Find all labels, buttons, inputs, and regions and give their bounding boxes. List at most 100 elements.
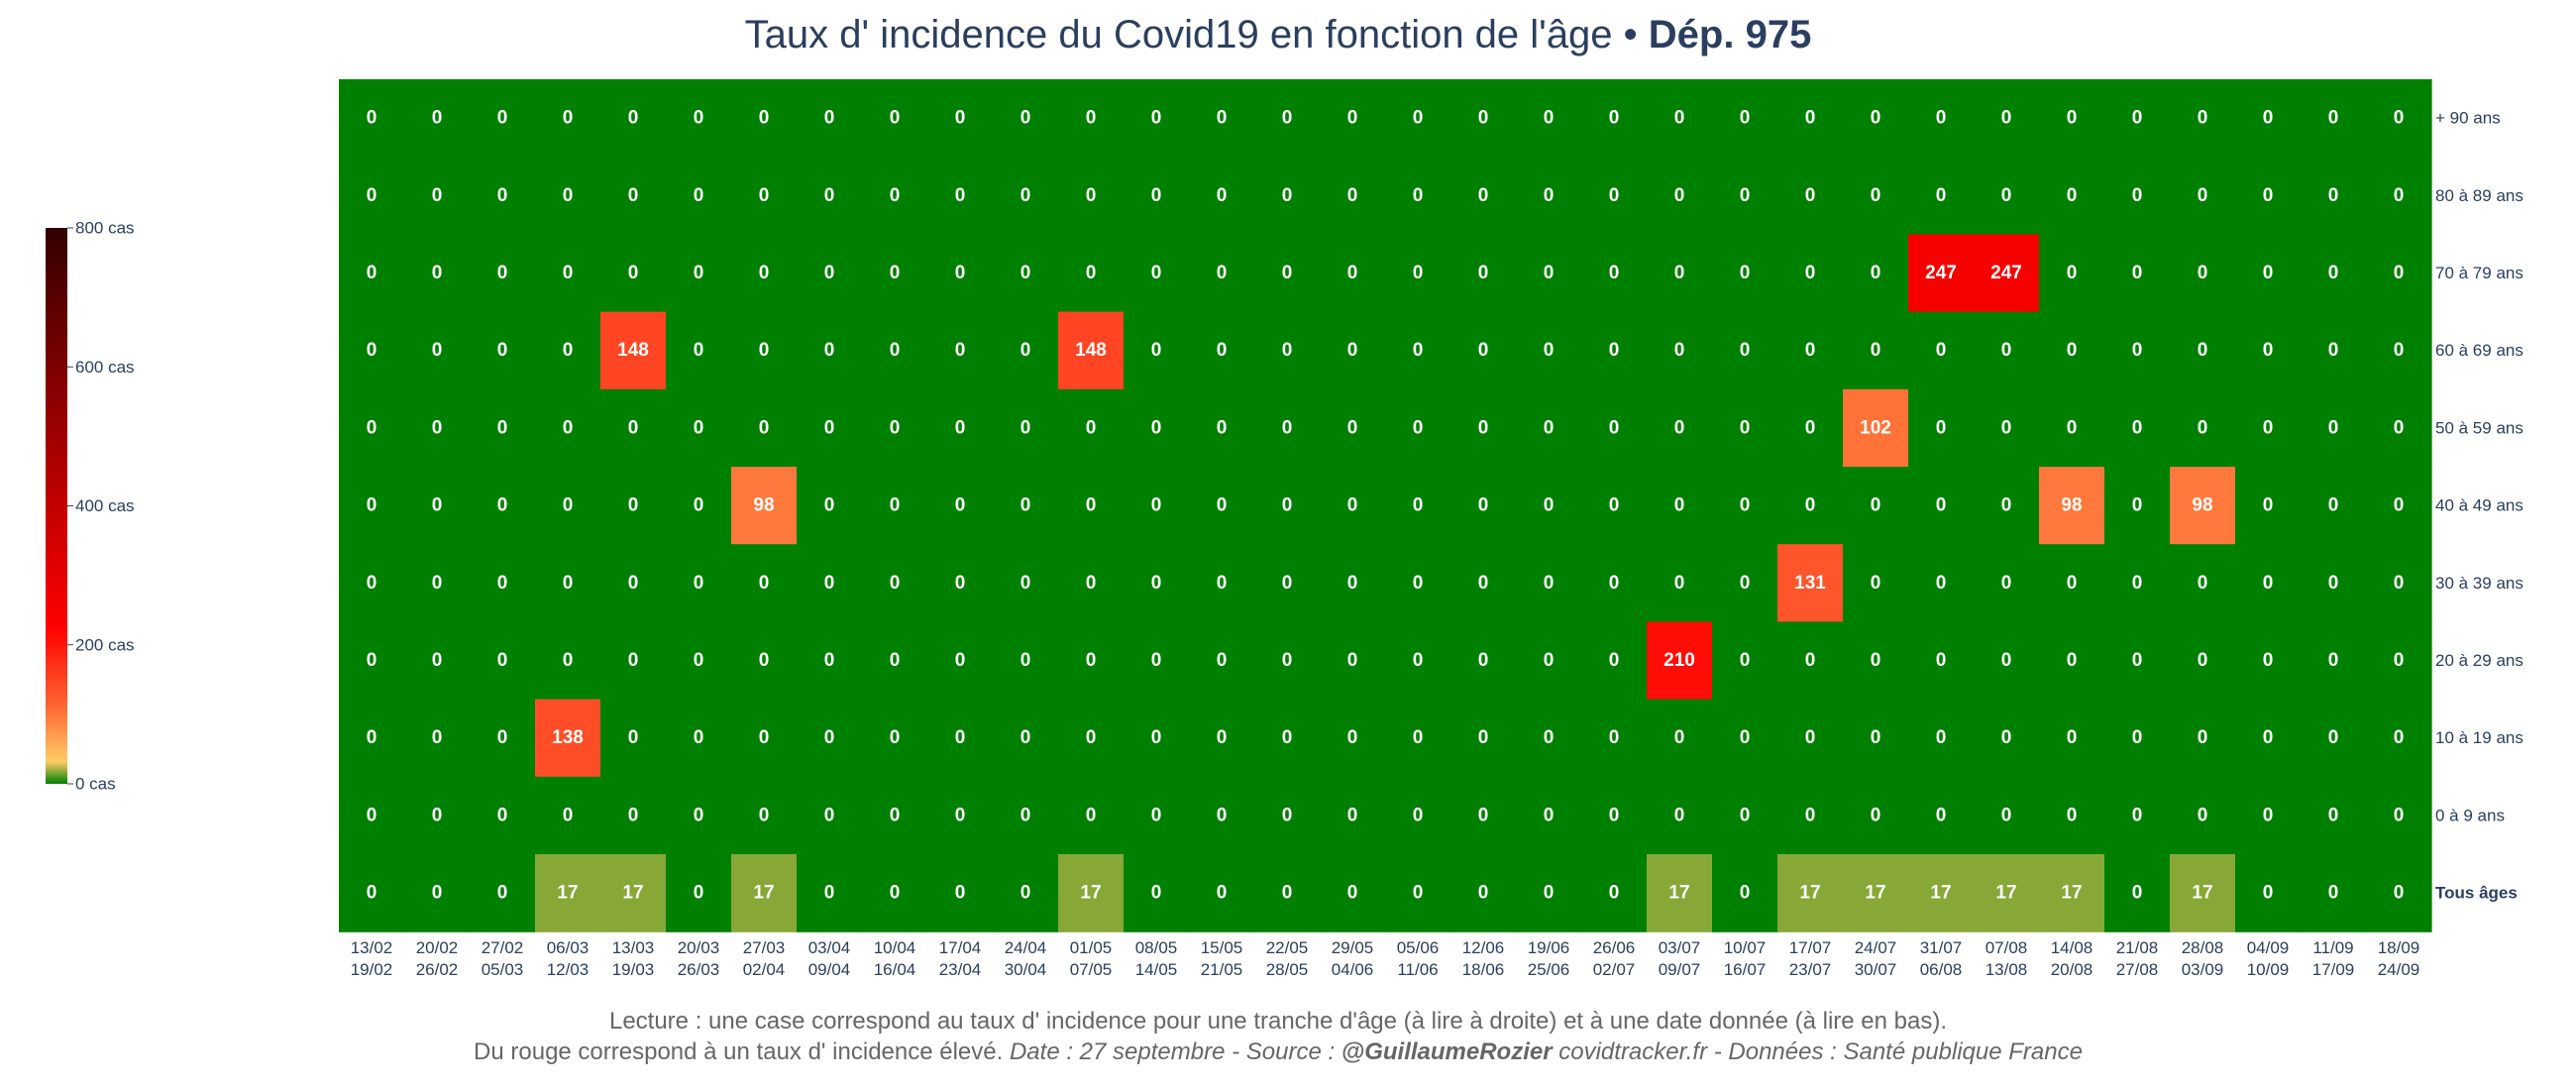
cell-value-label: 0 — [955, 495, 966, 516]
heatmap-cell — [404, 621, 471, 701]
cell-value-label: 0 — [1544, 805, 1555, 825]
heatmap-cell — [862, 388, 928, 468]
heatmap-cell — [339, 699, 405, 778]
heatmap-cell — [2301, 157, 2367, 235]
x-tick-label-start: 28/08 — [2182, 938, 2224, 957]
x-tick-label-end: 07/05 — [1070, 960, 1113, 979]
cell-value-label: 0 — [1609, 417, 1620, 438]
colorbar-tick-label: 400 cas — [75, 496, 135, 515]
heatmap-cell — [2366, 157, 2432, 235]
heatmap-cell — [2366, 621, 2432, 701]
heatmap-cell — [1843, 79, 1909, 158]
heatmap-cell — [666, 544, 732, 622]
heatmap-cell — [993, 621, 1059, 701]
x-tick-label-end: 18/06 — [1462, 960, 1505, 979]
cell-value-label: 0 — [497, 883, 508, 904]
heatmap-cell — [404, 467, 471, 545]
heatmap-cell — [600, 621, 667, 701]
cell-value-label: 0 — [1282, 727, 1293, 748]
heatmap-cell — [1908, 776, 1975, 855]
y-tick-label: 70 à 79 ans — [2435, 264, 2523, 282]
cell-value-label: 0 — [563, 263, 574, 283]
cell-value-label: 0 — [1151, 495, 1162, 516]
cell-value-label: 0 — [2132, 573, 2143, 594]
cell-value-label: 0 — [1936, 727, 1947, 748]
heatmap-cell — [470, 157, 536, 235]
cell-value-label: 0 — [432, 340, 443, 361]
cell-value-label: 0 — [2328, 263, 2339, 283]
cell-value-label: 0 — [1674, 495, 1685, 516]
heatmap-cell — [1516, 854, 1582, 932]
heatmap-cell — [1450, 79, 1517, 158]
cell-value-label: 138 — [552, 727, 584, 748]
heatmap-cell — [927, 388, 994, 468]
heatmap-cell — [1385, 157, 1451, 235]
heatmap-cell — [731, 854, 798, 932]
x-tick-label-start: 07/08 — [1986, 938, 2028, 957]
heatmap-cell — [862, 544, 928, 622]
cell-value-label: 0 — [1544, 727, 1555, 748]
heatmap-cell — [1124, 467, 1190, 545]
heatmap-cell — [1843, 388, 1909, 468]
heatmap-cell — [1843, 467, 1909, 545]
x-tick-label-end: 16/04 — [874, 960, 916, 979]
cell-value-label: 0 — [824, 495, 835, 516]
heatmap-cell — [2235, 234, 2302, 313]
cell-value-label: 0 — [1544, 263, 1555, 283]
heatmap-cell — [2170, 234, 2236, 313]
heatmap-cell — [797, 388, 863, 468]
x-tick-label-end: 25/06 — [1528, 960, 1570, 979]
heatmap-cell — [2039, 311, 2105, 390]
heatmap-cell — [1516, 699, 1582, 778]
cell-value-label: 0 — [759, 185, 770, 206]
heatmap-cell — [1320, 544, 1386, 622]
cell-value-label: 0 — [367, 185, 377, 206]
cell-value-label: 0 — [2394, 650, 2405, 671]
heatmap-cell — [1058, 79, 1125, 158]
cell-value-label: 210 — [1664, 650, 1695, 671]
cell-value-label: 0 — [2001, 805, 2012, 825]
heatmap-cell — [600, 776, 667, 855]
cell-value-label: 0 — [1413, 805, 1424, 825]
cell-value-label: 0 — [890, 883, 901, 904]
heatmap-cell — [1974, 776, 2040, 855]
cell-value-label: 0 — [1740, 417, 1751, 438]
heatmap-cell — [1908, 467, 1975, 545]
cell-value-label: 0 — [2198, 573, 2208, 594]
heatmap-cell — [404, 311, 471, 390]
cell-value-label: 0 — [1674, 727, 1685, 748]
cell-value-label: 0 — [2328, 108, 2339, 129]
cell-value-label: 0 — [2067, 727, 2078, 748]
x-tick-label-end: 03/09 — [2182, 960, 2224, 979]
cell-value-label: 0 — [1544, 340, 1555, 361]
cell-value-label: 0 — [2198, 805, 2208, 825]
heatmap-cell — [2366, 776, 2432, 855]
heatmap-cell — [535, 776, 601, 855]
cell-value-label: 0 — [1936, 573, 1947, 594]
heatmap-cell — [339, 467, 405, 545]
heatmap-cell — [993, 776, 1059, 855]
footer-line-1: Lecture : une case correspond au taux d'… — [609, 1008, 1947, 1035]
cell-value-label: 0 — [2328, 805, 2339, 825]
cell-value-label: 0 — [1086, 727, 1097, 748]
cell-value-label: 0 — [694, 495, 704, 516]
x-tick-label-end: 30/04 — [1005, 960, 1047, 979]
cell-value-label: 0 — [2394, 573, 2405, 594]
cell-value-label: 0 — [759, 108, 770, 129]
cell-value-label: 0 — [2394, 417, 2405, 438]
cell-value-label: 0 — [367, 573, 377, 594]
heatmap-cell — [1124, 311, 1190, 390]
cell-value-label: 0 — [1086, 805, 1097, 825]
heatmap-cell — [731, 234, 798, 313]
cell-value-label: 0 — [2132, 340, 2143, 361]
colorbar-tick-label: 600 cas — [75, 358, 135, 377]
cell-value-label: 0 — [2394, 495, 2405, 516]
x-tick-label-start: 26/06 — [1593, 938, 1636, 957]
cell-value-label: 0 — [1347, 495, 1358, 516]
cell-value-label: 0 — [694, 883, 704, 904]
heatmap-cell — [862, 467, 928, 545]
cell-value-label: 0 — [1674, 417, 1685, 438]
heatmap-cell — [1777, 854, 1844, 932]
heatmap-cell — [1320, 699, 1386, 778]
cell-value-label: 0 — [1217, 573, 1228, 594]
